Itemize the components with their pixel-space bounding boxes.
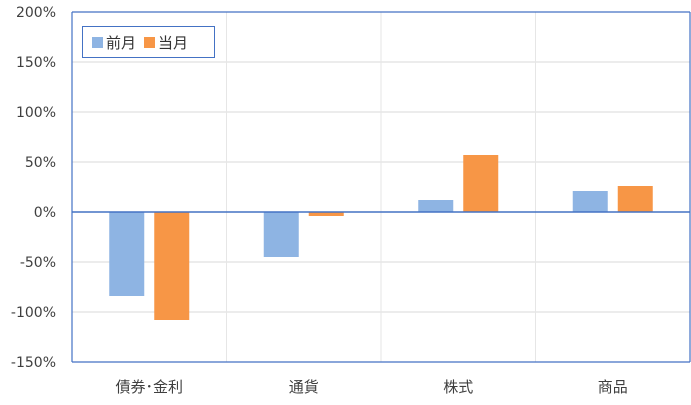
y-tick-label: 200% xyxy=(16,5,56,21)
bar-prev-month xyxy=(418,200,454,212)
bar-this-month xyxy=(463,155,499,212)
legend-label-prev-month: 前月 xyxy=(106,33,137,52)
y-tick-label: -150% xyxy=(11,355,56,371)
y-tick-label: 100% xyxy=(16,105,56,121)
y-tick-label: 50% xyxy=(25,155,56,171)
x-category-label: 商品 xyxy=(598,378,628,396)
y-tick-label: 0% xyxy=(34,205,56,221)
y-tick-label: 150% xyxy=(16,55,56,71)
bar-prev-month xyxy=(109,212,145,296)
legend-label-this-month: 当月 xyxy=(158,33,189,52)
x-category-label: 債券･金利 xyxy=(115,378,183,396)
bar-this-month xyxy=(617,186,653,212)
legend-swatch-this-month xyxy=(144,36,156,48)
bar-this-month xyxy=(154,212,190,320)
legend-swatch-prev-month xyxy=(92,36,103,48)
x-category-label: 通貨 xyxy=(289,378,319,396)
y-tick-label: -50% xyxy=(20,255,56,271)
legend-item-prev-month: 前月 xyxy=(92,32,136,53)
y-tick-label: -100% xyxy=(11,305,56,321)
bar-this-month xyxy=(308,212,344,216)
legend-item-this-month: 当月 xyxy=(144,32,188,53)
bar-prev-month xyxy=(572,191,608,212)
legend: 前月 当月 xyxy=(82,26,215,58)
x-category-label: 株式 xyxy=(443,378,473,396)
bar-prev-month xyxy=(263,212,299,257)
